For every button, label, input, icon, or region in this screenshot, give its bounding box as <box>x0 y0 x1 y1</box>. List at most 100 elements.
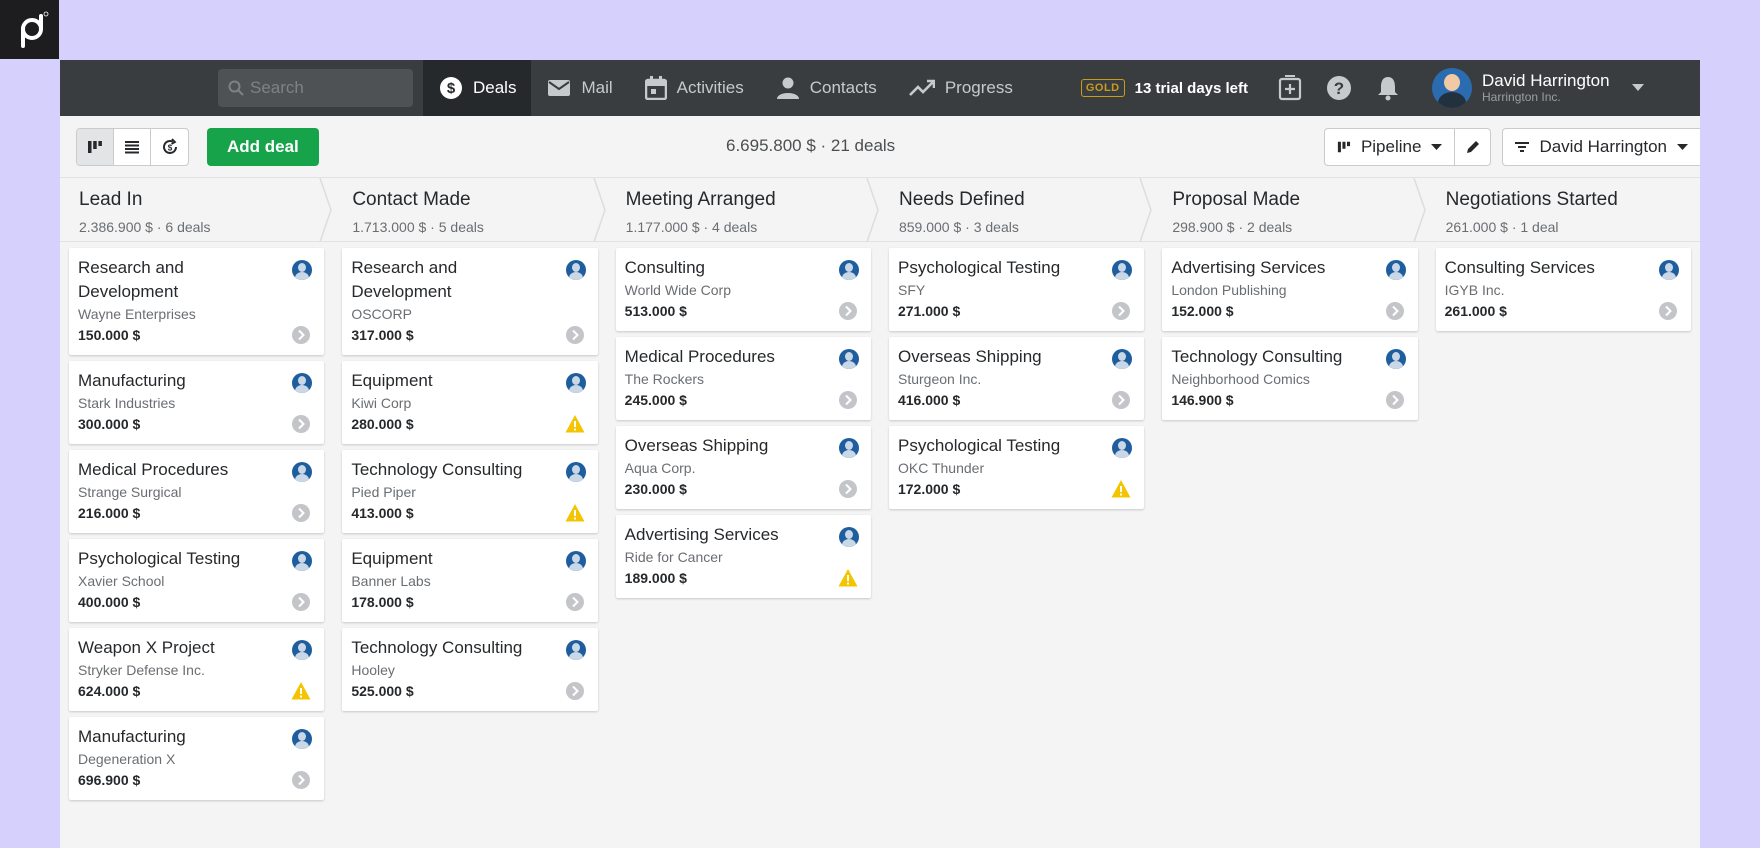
stage-lead-in[interactable]: Lead In 2.386.900 $ · 6 deals <box>60 178 333 242</box>
schedule-activity-icon[interactable] <box>838 390 858 410</box>
help-button[interactable]: ? <box>1326 75 1352 101</box>
tab-deals[interactable]: $ Deals <box>423 60 532 116</box>
schedule-activity-icon[interactable] <box>565 681 585 701</box>
list-view-button[interactable] <box>114 128 151 165</box>
deal-card[interactable]: Advertising Services London Publishing 152… <box>1162 248 1418 331</box>
stage-header-row: Lead In 2.386.900 $ · 6 deals Contact Made… <box>60 178 1700 242</box>
deal-card[interactable]: Research and Development Wayne Enterprise… <box>69 248 325 355</box>
pipeline-select[interactable]: Pipeline <box>1323 128 1456 166</box>
deal-card[interactable]: Consulting World Wide Corp 513.000 $ <box>615 248 871 331</box>
schedule-activity-icon[interactable] <box>291 325 311 345</box>
tab-contacts[interactable]: Contacts <box>760 60 893 116</box>
deal-card[interactable]: Equipment Banner Labs 178.000 $ <box>342 539 598 622</box>
add-deal-button[interactable]: Add deal <box>207 127 319 166</box>
deal-card[interactable]: Overseas Shipping Aqua Corp. 230.000 $ <box>615 426 871 509</box>
search-placeholder: Search <box>250 78 304 97</box>
stage-needs-defined[interactable]: Needs Defined 859.000 $ · 3 deals <box>880 178 1153 242</box>
deal-card[interactable]: Weapon X Project Stryker Defense Inc. 624.… <box>69 628 325 711</box>
stage-meeting-arranged[interactable]: Meeting Arranged 1.177.000 $ · 4 deals <box>607 178 880 242</box>
deal-value: 150.000 $ <box>78 327 141 343</box>
chevron-down-icon <box>1431 143 1443 150</box>
quick-add-icon <box>1278 75 1302 101</box>
owner-avatar <box>565 462 586 482</box>
warning-icon[interactable] <box>291 681 311 701</box>
schedule-activity-icon[interactable] <box>565 325 585 345</box>
deal-card[interactable]: Technology Consulting Neighborhood Comics… <box>1162 337 1418 420</box>
deal-value: 261.000 $ <box>1444 303 1507 319</box>
stage-summary: 298.900 $ · 2 deals <box>1172 219 1293 235</box>
deal-card[interactable]: Medical Procedures The Rockers 245.000 $ <box>615 337 871 420</box>
schedule-activity-icon[interactable] <box>1385 390 1405 410</box>
view-switcher: $ <box>76 127 189 166</box>
stage-contact-made[interactable]: Contact Made 1.713.000 $ · 5 deals <box>333 178 606 242</box>
trial-days-left[interactable]: 13 trial days left <box>1134 79 1249 97</box>
deal-card[interactable]: Advertising Services Ride for Cancer 189.0… <box>615 515 871 598</box>
deal-card[interactable]: Research and Development OSCORP 317.000 $ <box>342 248 598 355</box>
quick-add-button[interactable] <box>1278 75 1302 101</box>
notifications-button[interactable] <box>1376 75 1400 101</box>
search-icon <box>228 80 244 96</box>
toolbar-right: Pipeline David Harrington <box>1323 128 1700 166</box>
warning-icon[interactable] <box>565 414 585 434</box>
schedule-activity-icon[interactable] <box>1658 301 1678 321</box>
deal-value: 413.000 $ <box>351 505 414 521</box>
deal-card[interactable]: Technology Consulting Pied Piper 413.000 $ <box>342 450 598 533</box>
deal-title: Consulting Services <box>1444 258 1595 277</box>
deal-card[interactable]: Equipment Kiwi Corp 280.000 $ <box>342 361 598 444</box>
edit-pipeline-button[interactable] <box>1455 128 1492 166</box>
tab-mail[interactable]: Mail <box>531 60 628 116</box>
owner-avatar <box>565 551 586 571</box>
search-input[interactable]: Search <box>218 69 413 107</box>
deal-title: Research and Development <box>351 258 458 301</box>
deal-card[interactable]: Psychological Testing OKC Thunder 172.000 … <box>888 426 1145 509</box>
user-avatar <box>1432 68 1473 108</box>
kanban-icon <box>1337 141 1350 153</box>
stage-title: Proposal Made <box>1172 189 1301 210</box>
owner-avatar <box>1385 349 1406 369</box>
deal-value: 271.000 $ <box>897 303 961 319</box>
deal-card[interactable]: Medical Procedures Strange Surgical 216.00… <box>69 450 325 533</box>
owner-avatar <box>1112 349 1133 369</box>
warning-icon[interactable] <box>1111 479 1131 499</box>
forecast-view-button[interactable]: $ <box>151 129 188 165</box>
deal-organization: IGYB Inc. <box>1444 282 1505 298</box>
deal-card[interactable]: Manufacturing Degeneration X 696.900 $ <box>69 717 325 800</box>
owner-filter-select[interactable]: David Harrington <box>1502 128 1700 166</box>
owner-avatar <box>1112 260 1133 280</box>
svg-text:$: $ <box>447 80 456 97</box>
deal-card[interactable]: Psychological Testing Xavier School 400.00… <box>69 539 325 622</box>
pipedrive-logo <box>0 0 59 59</box>
user-menu[interactable]: David Harrington Harrington Inc. <box>1432 68 1644 108</box>
schedule-activity-icon[interactable] <box>838 479 858 499</box>
owner-avatar <box>1385 260 1406 280</box>
dollar-icon: $ <box>440 77 462 99</box>
warning-icon[interactable] <box>838 568 858 588</box>
schedule-activity-icon[interactable] <box>1111 301 1131 321</box>
deal-title: Advertising Services <box>1171 258 1326 277</box>
schedule-activity-icon[interactable] <box>1111 390 1131 410</box>
deal-card[interactable]: Consulting Services IGYB Inc. 261.000 $ <box>1435 248 1691 331</box>
deal-organization: SFY <box>897 282 926 298</box>
tab-activities-label: Activities <box>676 78 744 97</box>
owner-avatar <box>565 260 586 280</box>
schedule-activity-icon[interactable] <box>291 503 311 523</box>
schedule-activity-icon[interactable] <box>1385 301 1405 321</box>
schedule-activity-icon[interactable] <box>291 592 311 612</box>
tab-activities[interactable]: Activities <box>629 60 760 116</box>
warning-icon[interactable] <box>565 503 585 523</box>
stage-summary: 2.386.900 $ · 6 deals <box>79 219 211 235</box>
stage-negotiations-started[interactable]: Negotiations Started 261.000 $ · 1 deal <box>1427 178 1700 241</box>
schedule-activity-icon[interactable] <box>565 592 585 612</box>
deal-card[interactable]: Psychological Testing SFY 271.000 $ <box>888 248 1145 331</box>
deal-card[interactable]: Manufacturing Stark Industries 300.000 $ <box>69 361 325 444</box>
tab-progress[interactable]: Progress <box>893 60 1029 116</box>
deal-card[interactable]: Overseas Shipping Sturgeon Inc. 416.000 $ <box>888 337 1145 420</box>
schedule-activity-icon[interactable] <box>838 301 858 321</box>
deal-organization: Pied Piper <box>351 484 416 500</box>
deal-card[interactable]: Technology Consulting Hooley 525.000 $ <box>342 628 598 711</box>
stage-proposal-made[interactable]: Proposal Made 298.900 $ · 2 deals <box>1153 178 1426 242</box>
schedule-activity-icon[interactable] <box>291 414 311 434</box>
stage-separator-arrow <box>1412 178 1426 242</box>
pipeline-view-button[interactable] <box>77 128 114 165</box>
schedule-activity-icon[interactable] <box>291 770 311 790</box>
